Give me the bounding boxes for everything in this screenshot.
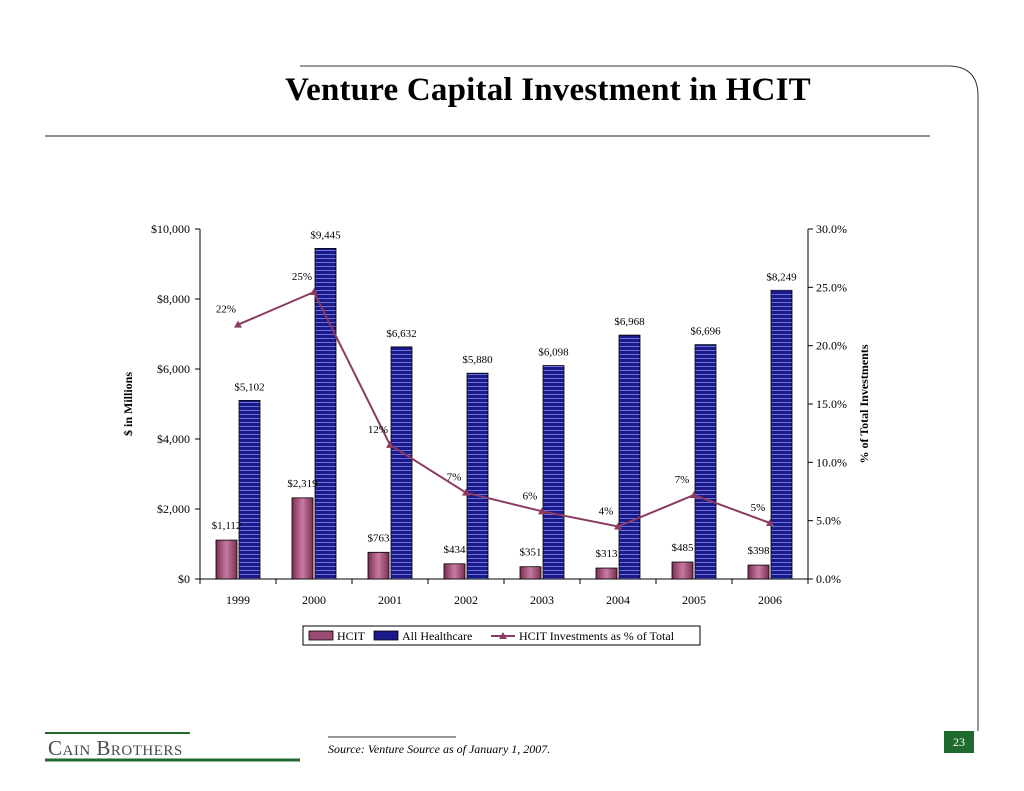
data-label-hcit: $398 <box>748 545 771 557</box>
bar-all-healthcare <box>314 248 337 580</box>
bar-hcit <box>747 564 770 580</box>
data-label-all-healthcare: $6,632 <box>386 328 416 340</box>
legend-swatch-hcit <box>308 630 334 641</box>
pct-marker <box>614 522 622 530</box>
x-tick-label: 2003 <box>530 593 554 607</box>
pct-marker <box>462 488 470 496</box>
legend-swatch-all-healthcare <box>373 630 399 641</box>
y-axis-label: $ in Millions <box>121 372 135 436</box>
data-label-hcit: $485 <box>672 542 695 554</box>
data-label-all-healthcare: $6,696 <box>690 326 721 338</box>
data-label-all-healthcare: $6,098 <box>538 347 569 359</box>
y-tick-label: $8,000 <box>157 292 190 306</box>
brand-logo: Cain Brothers <box>48 736 183 760</box>
data-label-pct: 7% <box>675 474 690 486</box>
x-tick-label: 1999 <box>226 593 250 607</box>
combo-chart: $0 $2,000 $4,000 $6,000 $8,000 $10,000 0.0% 5.0… <box>121 222 871 646</box>
y2-tick-label: 20.0% <box>816 339 847 353</box>
data-label-pct: 25% <box>292 271 312 283</box>
bar-all-healthcare <box>542 365 565 580</box>
data-label-hcit: $2,319 <box>287 478 318 490</box>
y2-tick-label: 25.0% <box>816 280 847 294</box>
y2-tick-label: 15.0% <box>816 397 847 411</box>
bar-hcit <box>595 567 618 580</box>
y2-tick-label: 10.0% <box>816 455 847 469</box>
data-label-pct: 22% <box>216 304 236 316</box>
legend-label-hcit: HCIT <box>337 629 366 643</box>
pct-marker <box>310 288 318 295</box>
bar-hcit <box>443 563 466 580</box>
y2-axis-label: % of Total Investments <box>857 344 871 463</box>
bar-all-healthcare <box>770 289 793 580</box>
page-title: Venture Capital Investment in HCIT <box>285 72 811 108</box>
pct-marker <box>690 491 698 498</box>
bar-all-healthcare <box>466 372 489 580</box>
x-tick-label: 2001 <box>378 593 402 607</box>
data-label-hcit: $1,112 <box>212 520 242 532</box>
x-tick-label: 2005 <box>682 593 706 607</box>
data-label-all-healthcare: $5,102 <box>234 381 264 393</box>
y-tick-label: $6,000 <box>157 362 190 376</box>
legend-label-all-healthcare: All Healthcare <box>402 629 472 643</box>
data-label-pct: 12% <box>368 424 388 436</box>
bar-hcit <box>367 551 390 580</box>
data-label-all-healthcare: $6,968 <box>614 316 645 328</box>
pct-line <box>237 290 771 528</box>
x-tick-label: 2004 <box>606 593 630 607</box>
source-note: Source: Venture Source as of January 1, … <box>328 742 551 756</box>
legend-marker-pct <box>499 632 507 639</box>
y-tick-label: $10,000 <box>151 222 190 236</box>
legend-label-pct: HCIT Investments as % of Total <box>519 629 675 643</box>
bar-hcit <box>291 497 314 580</box>
data-label-pct: 5% <box>751 502 766 514</box>
data-label-hcit: $434 <box>444 544 467 556</box>
data-label-pct: 4% <box>599 506 614 518</box>
data-label-all-healthcare: $8,249 <box>766 271 797 283</box>
bar-all-healthcare <box>618 334 641 580</box>
pct-marker <box>766 519 774 526</box>
y2-tick-label: 30.0% <box>816 222 847 236</box>
data-label-all-healthcare: $5,880 <box>462 354 493 366</box>
x-tick-label: 2002 <box>454 593 478 607</box>
x-tick-label: 2006 <box>758 593 782 607</box>
data-label-all-healthcare: $9,445 <box>310 229 341 241</box>
y-tick-label: $0 <box>178 572 190 586</box>
y2-tick-label: 5.0% <box>816 514 841 528</box>
pct-marker <box>538 507 546 515</box>
data-label-pct: 6% <box>523 490 538 502</box>
bar-hcit <box>215 539 238 580</box>
data-label-hcit: $351 <box>520 547 542 559</box>
bar-all-healthcare <box>390 346 413 580</box>
data-label-hcit: $763 <box>368 532 391 544</box>
y-tick-label: $4,000 <box>157 432 190 446</box>
bar-all-healthcare <box>694 344 717 580</box>
bar-hcit <box>671 561 694 580</box>
y2-tick-label: 0.0% <box>816 572 841 586</box>
pct-marker <box>234 320 242 328</box>
page-number: 23 <box>944 731 974 753</box>
data-label-hcit: $313 <box>596 548 619 560</box>
pct-marker <box>386 440 394 448</box>
bar-all-healthcare <box>238 400 261 580</box>
data-label-pct: 7% <box>447 472 462 484</box>
x-tick-label: 2000 <box>302 593 326 607</box>
y-tick-label: $2,000 <box>157 502 190 516</box>
bar-hcit <box>519 566 542 580</box>
